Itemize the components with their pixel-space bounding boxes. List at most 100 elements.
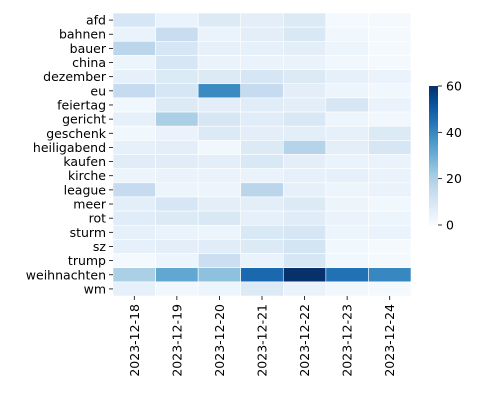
- heatmap-cell-eu-2023-12-23: [325, 83, 369, 99]
- heatmap-cell-sz-2023-12-20: [197, 239, 242, 254]
- heatmap-cell-dezember-2023-12-24: [368, 69, 412, 85]
- heatmap-cell-bahnen-2023-12-24: [368, 26, 412, 42]
- heatmap-cell-dezember-2023-12-19: [155, 69, 199, 85]
- y-tick-label-sz: sz: [93, 239, 107, 254]
- heatmap-cell-league-2023-12-19: [155, 182, 199, 198]
- heatmap-cell-wm-2023-12-22: [282, 281, 327, 297]
- heatmap-cell-gericht-2023-12-23: [325, 111, 369, 127]
- heatmap-cell-weihnachten-2023-12-19: [155, 267, 199, 283]
- heatmap-cell-feiertag-2023-12-18: [112, 97, 156, 113]
- y-tick-label-dezember: dezember: [43, 69, 107, 84]
- heatmap-cell-kirche-2023-12-24: [368, 168, 412, 184]
- heatmap-cell-china-2023-12-22: [282, 55, 327, 70]
- heatmap-cell-eu-2023-12-21: [240, 83, 284, 99]
- heatmap-cell-dezember-2023-12-22: [282, 69, 327, 85]
- heatmap-cell-geschenk-2023-12-22: [282, 125, 327, 141]
- heatmap-cell-eu-2023-12-22: [282, 83, 327, 99]
- heatmap-cell-trump-2023-12-24: [368, 253, 412, 269]
- heatmap-cell-trump-2023-12-21: [240, 253, 284, 269]
- heatmap-cell-bauer-2023-12-21: [240, 40, 284, 56]
- y-tick-label-geschenk: geschenk: [46, 126, 107, 141]
- heatmap-cell-rot-2023-12-24: [368, 210, 412, 226]
- heatmap-cell-bahnen-2023-12-21: [240, 26, 284, 42]
- y-tick-label-bauer: bauer: [70, 41, 107, 56]
- heatmap-cell-feiertag-2023-12-22: [282, 97, 327, 113]
- heatmap-cell-dezember-2023-12-23: [325, 69, 369, 85]
- heatmap-cell-bahnen-2023-12-18: [112, 26, 156, 42]
- heatmap-cell-rot-2023-12-19: [155, 210, 199, 226]
- heatmap-cell-kirche-2023-12-21: [240, 168, 284, 184]
- x-tick-label-2023-12-22: 2023-12-22: [297, 304, 312, 377]
- heatmap-cell-rot-2023-12-21: [240, 210, 284, 226]
- heatmap-cell-sz-2023-12-23: [325, 239, 369, 254]
- heatmap-cell-trump-2023-12-18: [112, 253, 156, 269]
- y-tick-label-eu: eu: [90, 83, 106, 98]
- x-tick-label-2023-12-21: 2023-12-21: [255, 304, 270, 377]
- heatmap-cell-bauer-2023-12-19: [155, 40, 199, 56]
- heatmap-cell-heiligabend-2023-12-20: [197, 140, 242, 155]
- heatmap-cell-feiertag-2023-12-20: [197, 97, 242, 113]
- colorbar: 0 20 40 60: [429, 79, 462, 233]
- heatmap-cell-trump-2023-12-22: [282, 253, 327, 269]
- heatmap-cell-meer-2023-12-19: [155, 196, 199, 212]
- heatmap-cell-afd-2023-12-22: [282, 12, 327, 28]
- heatmap-cell-kaufen-2023-12-18: [112, 154, 156, 169]
- y-tick-label-trump: trump: [68, 253, 106, 268]
- heatmap-cell-gericht-2023-12-20: [197, 111, 242, 127]
- heatmap-cell-eu-2023-12-24: [368, 83, 412, 99]
- heatmap-cell-feiertag-2023-12-23: [325, 97, 369, 113]
- heatmap-cell-meer-2023-12-21: [240, 196, 284, 212]
- heatmap-cell-wm-2023-12-20: [197, 281, 242, 297]
- heatmap-cell-sturm-2023-12-20: [197, 224, 242, 240]
- heatmap-cell-geschenk-2023-12-19: [155, 125, 199, 141]
- colorbar-gradient: [429, 86, 438, 225]
- heatmap-cell-weihnachten-2023-12-24: [368, 267, 412, 283]
- heatmap-cell-feiertag-2023-12-24: [368, 97, 412, 113]
- heatmap-cell-wm-2023-12-23: [325, 281, 369, 297]
- y-tick-label-china: china: [72, 55, 106, 70]
- heatmap-cell-sz-2023-12-18: [112, 239, 156, 254]
- heatmap-cell-sz-2023-12-21: [240, 239, 284, 254]
- heatmap-cell-heiligabend-2023-12-18: [112, 140, 156, 155]
- heatmap-cell-wm-2023-12-19: [155, 281, 199, 297]
- heatmap-cell-weihnachten-2023-12-21: [240, 267, 284, 283]
- heatmap-cell-trump-2023-12-19: [155, 253, 199, 269]
- heatmap-cell-rot-2023-12-23: [325, 210, 369, 226]
- heatmap-cell-kirche-2023-12-20: [197, 168, 242, 184]
- heatmap-cell-geschenk-2023-12-20: [197, 125, 242, 141]
- y-tick-label-bahnen: bahnen: [59, 27, 106, 42]
- heatmap-cell-weihnachten-2023-12-20: [197, 267, 242, 283]
- heatmap-cell-feiertag-2023-12-19: [155, 97, 199, 113]
- heatmap-cell-meer-2023-12-23: [325, 196, 369, 212]
- heatmap-cell-gericht-2023-12-22: [282, 111, 327, 127]
- y-tick-label-sturm: sturm: [70, 225, 106, 240]
- heatmap-cell-gericht-2023-12-18: [112, 111, 156, 127]
- heatmap-cell-sturm-2023-12-19: [155, 224, 199, 240]
- heatmap-cell-wm-2023-12-24: [368, 281, 412, 297]
- heatmap-cell-afd-2023-12-24: [368, 12, 412, 28]
- heatmap-cell-weihnachten-2023-12-18: [112, 267, 156, 283]
- heatmap-cell-bauer-2023-12-23: [325, 40, 369, 56]
- heatmap-cell-rot-2023-12-22: [282, 210, 327, 226]
- y-tick-label-gericht: gericht: [62, 112, 106, 127]
- heatmap-cell-meer-2023-12-22: [282, 196, 327, 212]
- heatmap-cell-league-2023-12-23: [325, 182, 369, 198]
- heatmap-cell-heiligabend-2023-12-19: [155, 140, 199, 155]
- heatmap-cell-sz-2023-12-24: [368, 239, 412, 254]
- heatmap-cell-bauer-2023-12-18: [112, 40, 156, 56]
- heatmap-cell-gericht-2023-12-24: [368, 111, 412, 127]
- heatmap-cell-bauer-2023-12-24: [368, 40, 412, 56]
- heatmap-cell-heiligabend-2023-12-23: [325, 140, 369, 155]
- heatmap-cell-league-2023-12-20: [197, 182, 242, 198]
- heatmap-cell-eu-2023-12-18: [112, 83, 156, 99]
- heatmap-cell-china-2023-12-24: [368, 55, 412, 70]
- heatmap-cell-gericht-2023-12-21: [240, 111, 284, 127]
- heatmap-cell-bahnen-2023-12-20: [197, 26, 242, 42]
- heatmap-cell-kaufen-2023-12-21: [240, 154, 284, 169]
- heatmap-cell-kirche-2023-12-19: [155, 168, 199, 184]
- heatmap-cell-geschenk-2023-12-18: [112, 125, 156, 141]
- heatmap-cell-dezember-2023-12-21: [240, 69, 284, 85]
- heatmap-cell-afd-2023-12-23: [325, 12, 369, 28]
- heatmap-cell-league-2023-12-18: [112, 182, 156, 198]
- heatmap-cell-league-2023-12-21: [240, 182, 284, 198]
